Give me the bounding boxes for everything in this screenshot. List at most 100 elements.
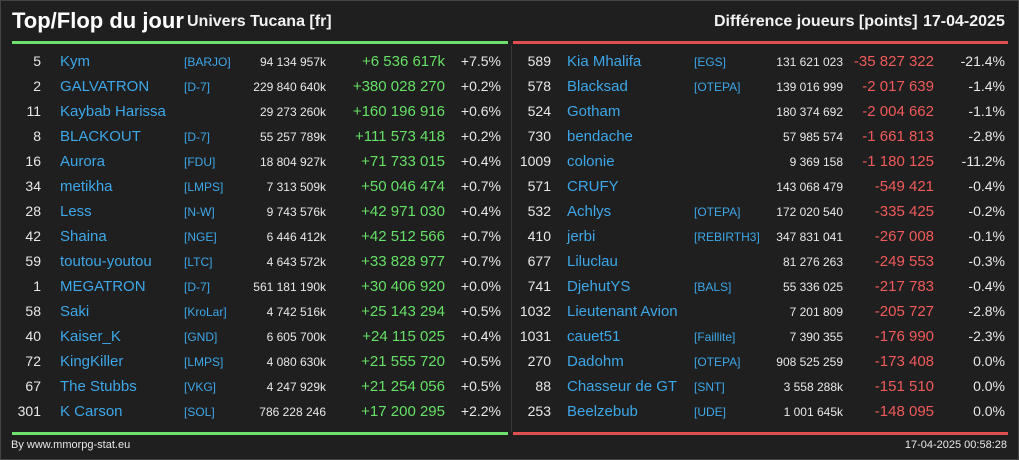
player-name-link[interactable]: KingKiller	[60, 353, 124, 370]
player-name-link[interactable]: Shaina	[60, 228, 107, 245]
player-name-link[interactable]: bendache	[567, 128, 633, 145]
player-name-link[interactable]: Kym	[60, 53, 90, 70]
player-points: 55 336 025	[782, 280, 843, 294]
percent-change: -0.3%	[968, 253, 1005, 269]
alliance-tag-link[interactable]: [D-7]	[184, 280, 211, 294]
alliance-tag-link[interactable]: [OTEPA]	[694, 205, 741, 219]
alliance-tag-link[interactable]: [SOL]	[184, 405, 215, 419]
univers-label: Univers Tucana [fr]	[187, 13, 332, 30]
percent-change: +0.5%	[460, 378, 501, 394]
points-difference: -205 727	[874, 303, 934, 320]
percent-change: +0.4%	[460, 328, 501, 344]
points-difference: +50 046 474	[361, 178, 445, 195]
player-name-link[interactable]: Aurora	[60, 153, 106, 170]
points-difference: -2 017 639	[862, 78, 934, 95]
alliance-tag-link[interactable]: [KroLar]	[184, 305, 227, 319]
alliance-tag-link[interactable]: [NGE]	[184, 230, 217, 244]
points-difference: -249 553	[874, 253, 934, 270]
player-points: 143 068 479	[776, 180, 843, 194]
alliance-tag-link[interactable]: [FDU]	[184, 155, 216, 169]
player-name-link[interactable]: Chasseur de GT	[567, 378, 678, 395]
top-row: 8 BLACKOUT [D-7] 55 257 789k +111 573 418 +0.…	[1, 123, 506, 148]
alliance-tag-link[interactable]: [SNT]	[694, 380, 725, 394]
player-name-link[interactable]: Lieutenant Avion	[567, 303, 678, 320]
player-points: 55 257 789k	[259, 130, 326, 144]
alliance-tag-link[interactable]: [N-W]	[184, 205, 215, 219]
player-rank: 16	[25, 153, 41, 169]
player-name-link[interactable]: Kia Mhalifa	[567, 53, 642, 70]
player-name-link[interactable]: metikha	[60, 178, 113, 195]
player-rank: 59	[25, 253, 41, 269]
player-rank: 1031	[519, 328, 551, 344]
player-name-link[interactable]: Kaiser_K	[60, 328, 121, 345]
top-row: 11 Kaybab Harissa 29 273 260k +160 196 916 +…	[1, 98, 506, 123]
alliance-tag-link[interactable]: [UDE]	[694, 405, 727, 419]
player-points: 229 840 640k	[253, 80, 326, 94]
alliance-tag-link[interactable]: [BARJO]	[184, 55, 231, 69]
player-rank: 1009	[519, 153, 551, 169]
player-name-link[interactable]: colonie	[567, 153, 615, 170]
alliance-tag-link[interactable]: [LTC]	[184, 255, 213, 269]
percent-change: -2.8%	[968, 128, 1005, 144]
footer-timestamp: 17-04-2025 00:58:28	[904, 439, 1007, 451]
player-name-link[interactable]: The Stubbs	[60, 378, 137, 395]
alliance-tag-link[interactable]: [EGS]	[694, 55, 727, 69]
player-rank: 72	[25, 353, 41, 369]
flop-panel: 589 Kia Mhalifa [EGS] 131 621 023 -35 827 32…	[513, 48, 1008, 423]
flop-row: 1031 cauet51 [Faillite] 7 390 355 -176 990 -2…	[513, 323, 1008, 348]
percent-change: -1.4%	[968, 78, 1005, 94]
alliance-tag-link[interactable]: [OTEPA]	[694, 80, 741, 94]
player-name-link[interactable]: cauet51	[567, 328, 621, 345]
percent-change: 0.0%	[973, 403, 1005, 419]
player-points: 4 080 630k	[266, 355, 326, 369]
player-name-link[interactable]: Beelzebub	[567, 403, 638, 420]
player-rank: 589	[527, 53, 551, 69]
player-name-link[interactable]: K Carson	[60, 403, 123, 420]
top-panel: 5 Kym [BARJO] 94 134 957k +6 536 617k +7.5% 2 G…	[1, 48, 506, 423]
player-name-link[interactable]: CRUFY	[567, 178, 619, 195]
player-name-link[interactable]: Liluclau	[567, 253, 618, 270]
flop-row: 578 Blacksad [OTEPA] 139 016 999 -2 017 639 -…	[513, 73, 1008, 98]
player-name-link[interactable]: Gotham	[567, 103, 621, 120]
player-points: 57 985 574	[782, 130, 843, 144]
percent-change: +0.4%	[460, 203, 501, 219]
flop-row: 730 bendache 57 985 574 -1 661 813 -2.8%	[513, 123, 1008, 148]
player-rank: 88	[535, 378, 551, 394]
alliance-tag-link[interactable]: [VKG]	[184, 380, 217, 394]
player-rank: 11	[26, 103, 41, 119]
player-name-link[interactable]: Blacksad	[567, 78, 628, 95]
flop-row: 88 Chasseur de GT [SNT] 3 558 288k -151 510 0…	[513, 373, 1008, 398]
player-rank: 578	[527, 78, 551, 94]
player-name-link[interactable]: MEGATRON	[60, 278, 146, 295]
player-name-link[interactable]: Achlys	[567, 203, 612, 220]
alliance-tag-link[interactable]: [Faillite]	[694, 330, 736, 344]
player-name-link[interactable]: Saki	[60, 303, 90, 320]
player-name-link[interactable]: Dadohm	[567, 353, 624, 370]
top-row: 40 Kaiser_K [GND] 6 605 700k +24 115 025 +0.4…	[1, 323, 506, 348]
player-name-link[interactable]: toutou-youtou	[60, 253, 152, 270]
player-name-link[interactable]: DjehutYS	[567, 278, 631, 295]
alliance-tag-link[interactable]: [BALS]	[694, 280, 732, 294]
player-name-link[interactable]: Less	[60, 203, 92, 220]
percent-change: +0.0%	[460, 278, 501, 294]
points-difference: -173 408	[874, 353, 934, 370]
points-difference: -35 827 322	[853, 53, 934, 70]
player-name-link[interactable]: GALVATRON	[60, 78, 150, 95]
alliance-tag-link[interactable]: [D-7]	[184, 80, 211, 94]
top-row: 5 Kym [BARJO] 94 134 957k +6 536 617k +7.5%	[1, 48, 506, 73]
alliance-tag-link[interactable]: [REBIRTH3]	[694, 230, 760, 244]
points-difference: +21 254 056	[361, 378, 445, 395]
percent-change: +0.5%	[460, 303, 501, 319]
player-name-link[interactable]: Kaybab Harissa	[60, 103, 166, 120]
player-points: 9 369 158	[789, 155, 843, 169]
flop-bar-lower	[513, 432, 1008, 435]
alliance-tag-link[interactable]: [LMPS]	[184, 180, 224, 194]
top-bar-lower	[12, 432, 508, 435]
player-name-link[interactable]: BLACKOUT	[60, 128, 141, 145]
alliance-tag-link[interactable]: [LMPS]	[184, 355, 224, 369]
alliance-tag-link[interactable]: [OTEPA]	[694, 355, 741, 369]
player-name-link[interactable]: jerbi	[567, 228, 596, 245]
alliance-tag-link[interactable]: [GND]	[184, 330, 218, 344]
alliance-tag-link[interactable]: [D-7]	[184, 130, 211, 144]
player-rank: 67	[25, 378, 41, 394]
